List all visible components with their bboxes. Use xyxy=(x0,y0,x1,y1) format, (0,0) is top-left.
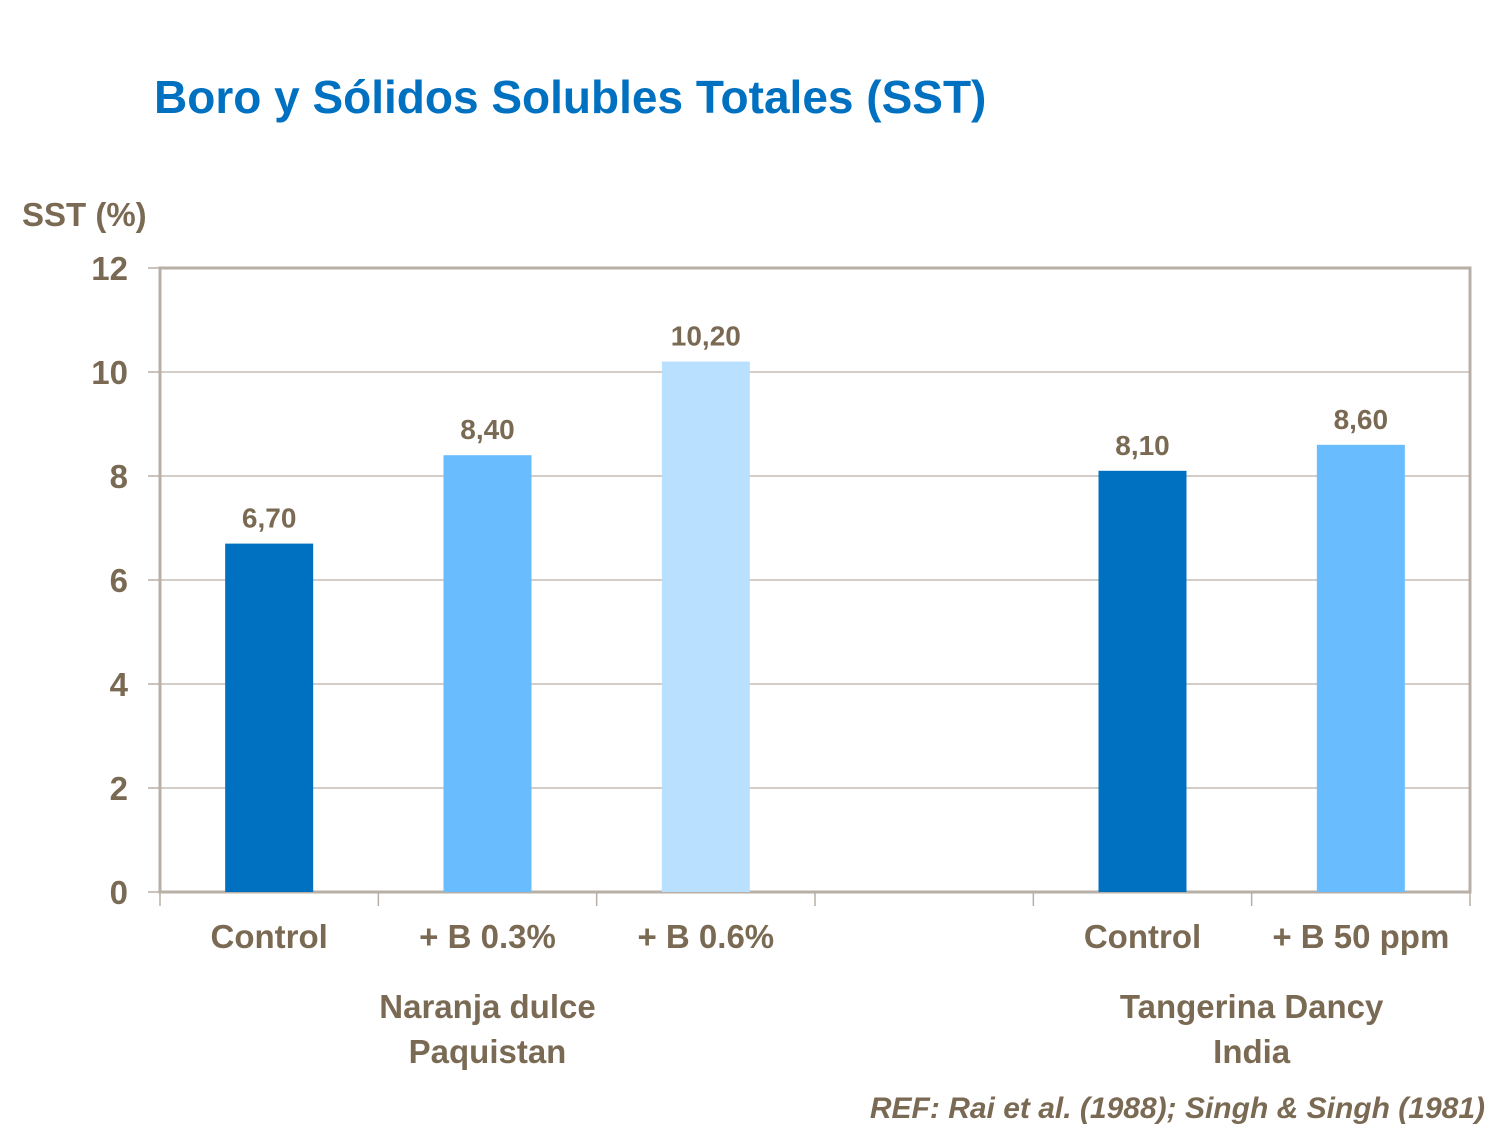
y-axis-label: SST (%) xyxy=(22,196,147,233)
y-tick-label: 12 xyxy=(91,250,128,287)
data-label: 8,60 xyxy=(1334,404,1389,435)
reference-note: REF: Rai et al. (1988); Singh & Singh (1… xyxy=(869,1092,1485,1125)
y-tick-label: 10 xyxy=(91,354,128,391)
data-label: 6,70 xyxy=(242,503,297,534)
bar xyxy=(661,361,750,893)
bar xyxy=(225,543,314,892)
data-label: 8,10 xyxy=(1115,430,1170,461)
y-tick-label: 0 xyxy=(110,874,128,911)
y-tick-label: 8 xyxy=(110,458,128,495)
chart-title: Boro y Sólidos Solubles Totales (SST) xyxy=(154,71,987,123)
x-tick-label: Control xyxy=(1084,918,1201,955)
group-label: Paquistan xyxy=(409,1033,567,1070)
y-tick-label: 2 xyxy=(110,770,128,807)
x-tick-label: + B 0.3% xyxy=(419,918,556,955)
y-tick-label: 6 xyxy=(110,562,128,599)
y-tick-label: 4 xyxy=(110,666,129,703)
bar xyxy=(1098,470,1187,892)
x-tick-label: + B 50 ppm xyxy=(1272,918,1449,955)
x-tick-label: Control xyxy=(211,918,328,955)
bar xyxy=(443,455,532,892)
data-label: 8,40 xyxy=(460,414,515,445)
group-label: India xyxy=(1213,1033,1291,1070)
group-label: Naranja dulce xyxy=(379,988,595,1025)
bar xyxy=(1316,444,1405,892)
data-label: 10,20 xyxy=(671,321,741,352)
group-label: Tangerina Dancy xyxy=(1120,988,1384,1025)
x-tick-label: + B 0.6% xyxy=(637,918,774,955)
